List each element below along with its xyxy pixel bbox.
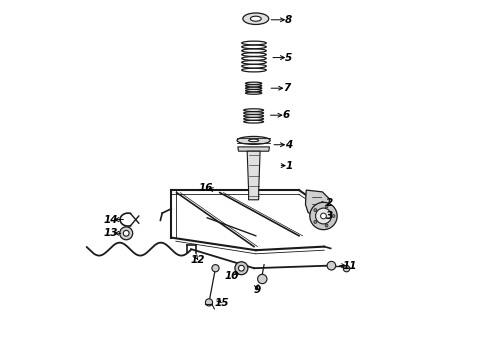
Ellipse shape: [242, 53, 266, 57]
Circle shape: [235, 262, 248, 275]
Ellipse shape: [244, 117, 264, 120]
Circle shape: [120, 227, 133, 240]
Polygon shape: [238, 147, 270, 151]
Ellipse shape: [242, 49, 266, 53]
Text: 1: 1: [285, 161, 293, 171]
Text: 5: 5: [285, 53, 292, 63]
Text: 7: 7: [283, 83, 290, 93]
Circle shape: [316, 208, 331, 224]
Ellipse shape: [242, 57, 266, 60]
Polygon shape: [247, 151, 260, 200]
Circle shape: [332, 215, 335, 217]
Circle shape: [310, 202, 337, 230]
Circle shape: [320, 213, 326, 219]
Polygon shape: [305, 190, 330, 218]
Ellipse shape: [245, 85, 262, 87]
Text: 14: 14: [104, 215, 118, 225]
Ellipse shape: [242, 68, 266, 72]
Ellipse shape: [242, 60, 266, 64]
Circle shape: [314, 209, 317, 212]
Circle shape: [325, 224, 328, 227]
Ellipse shape: [244, 114, 264, 117]
Text: 4: 4: [285, 140, 292, 150]
Ellipse shape: [248, 139, 259, 141]
Circle shape: [205, 299, 213, 306]
Circle shape: [123, 230, 129, 236]
Ellipse shape: [242, 45, 266, 49]
Ellipse shape: [243, 13, 269, 24]
Ellipse shape: [245, 87, 262, 89]
Text: 8: 8: [285, 15, 292, 25]
Ellipse shape: [244, 112, 264, 114]
Ellipse shape: [245, 92, 262, 94]
Text: 11: 11: [342, 261, 357, 271]
Circle shape: [327, 261, 336, 270]
Ellipse shape: [242, 41, 266, 45]
Circle shape: [212, 265, 219, 272]
Circle shape: [343, 265, 350, 272]
Text: 12: 12: [191, 255, 205, 265]
Ellipse shape: [242, 64, 266, 68]
Text: 6: 6: [282, 110, 289, 120]
Ellipse shape: [250, 16, 261, 21]
Circle shape: [239, 265, 245, 271]
Ellipse shape: [237, 136, 270, 144]
Text: 15: 15: [214, 298, 229, 308]
Ellipse shape: [245, 82, 262, 85]
Ellipse shape: [245, 90, 262, 92]
Text: 2: 2: [326, 198, 333, 208]
Circle shape: [325, 205, 328, 208]
Circle shape: [258, 274, 267, 284]
Circle shape: [314, 220, 317, 223]
Text: 16: 16: [198, 183, 213, 193]
Text: 10: 10: [224, 271, 239, 282]
Ellipse shape: [244, 109, 264, 112]
Text: 3: 3: [326, 211, 333, 221]
Ellipse shape: [244, 120, 264, 123]
Text: 13: 13: [104, 228, 118, 238]
Text: 9: 9: [254, 285, 261, 295]
